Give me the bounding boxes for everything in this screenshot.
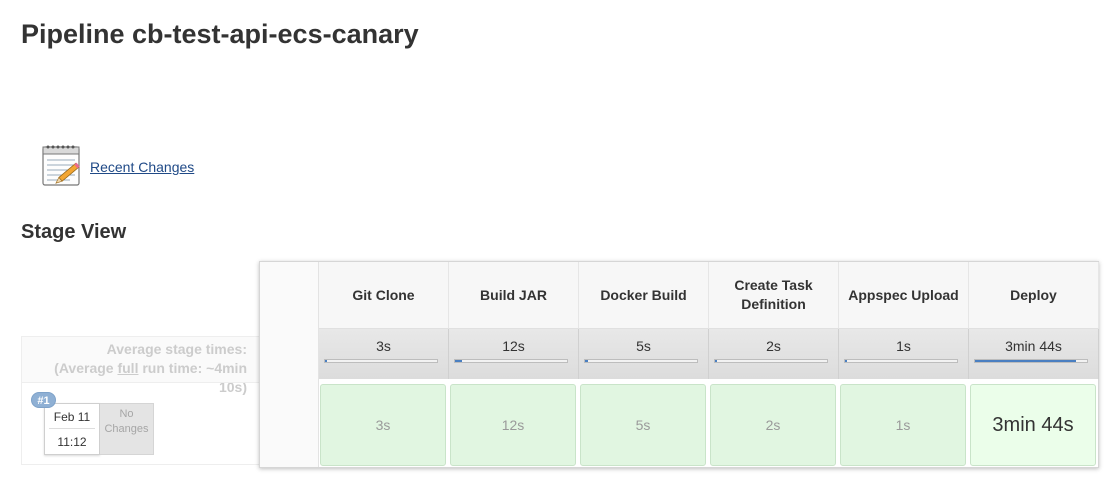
- stage-average: 1s: [839, 329, 969, 379]
- stage-average: 3s: [319, 329, 449, 379]
- stage-header: Git Clone: [319, 262, 449, 329]
- stage-column: Deploy 3min 44s 3min 44s: [969, 262, 1099, 467]
- build-date-card[interactable]: Feb 11 11:12: [44, 403, 100, 455]
- recent-changes[interactable]: Recent Changes: [40, 142, 194, 188]
- stage-progress-fill: [975, 360, 1076, 362]
- stage-average: 5s: [579, 329, 709, 379]
- stage-progress-fill: [455, 360, 462, 362]
- stage-result-cell[interactable]: 5s: [580, 384, 706, 466]
- no-changes-line1: No: [119, 408, 134, 420]
- page-title: Pipeline cb-test-api-ecs-canary: [21, 19, 419, 49]
- stage-column: Build JAR 12s 12s: [449, 262, 579, 467]
- stage-header: Docker Build: [579, 262, 709, 329]
- stage-progress-bar: [714, 359, 828, 363]
- divider: [22, 382, 262, 383]
- average-label-suffix: run time: ~4min: [138, 360, 247, 376]
- stage-progress-fill: [585, 360, 588, 362]
- stage-result-cell[interactable]: 12s: [450, 384, 576, 466]
- stage-result-cell[interactable]: 3min 44s: [970, 384, 1096, 466]
- average-label-full: full: [117, 360, 139, 376]
- stage-progress-bar: [454, 359, 568, 363]
- stage-progress-bar: [584, 359, 698, 363]
- stage-progress-bar: [974, 359, 1088, 363]
- stage-average-time: 2s: [766, 338, 781, 354]
- recent-changes-link[interactable]: Recent Changes: [90, 159, 195, 175]
- stage-average: 2s: [709, 329, 839, 379]
- average-times-header: Average stage times: (Average full run t…: [22, 337, 262, 395]
- average-label-prefix: (Average: [54, 360, 118, 376]
- stage-average: 12s: [449, 329, 579, 379]
- stage-progress-fill: [715, 360, 718, 362]
- stage-progress-bar: [324, 359, 438, 363]
- stage-table-spacer: [260, 262, 319, 467]
- divider: [49, 428, 95, 429]
- stage-average: 3min 44s: [969, 329, 1099, 379]
- stage-progress-bar: [844, 359, 958, 363]
- average-label-line1: Average stage times:: [106, 341, 247, 357]
- stage-column: Appspec Upload 1s 1s: [839, 262, 969, 467]
- notepad-icon[interactable]: [40, 142, 84, 188]
- stage-result-cell[interactable]: 2s: [710, 384, 836, 466]
- stage-result-cell[interactable]: 1s: [840, 384, 966, 466]
- stage-average-time: 5s: [636, 338, 651, 354]
- average-stage-times-label: Average stage times: (Average full run t…: [27, 340, 247, 397]
- build-date: Feb 11: [53, 410, 91, 424]
- build-number-badge[interactable]: #1: [31, 392, 56, 408]
- stage-progress-fill: [845, 360, 848, 362]
- stage-header: Create Task Definition: [709, 262, 839, 329]
- no-changes-badge: No Changes: [100, 403, 154, 455]
- build-time: 11:12: [57, 435, 87, 449]
- stage-progress-fill: [325, 360, 328, 362]
- stage-average-time: 12s: [502, 338, 525, 354]
- no-changes-line2: Changes: [104, 423, 149, 435]
- stage-column: Docker Build 5s 5s: [579, 262, 709, 467]
- stage-average-time: 1s: [896, 338, 911, 354]
- stage-average-time: 3s: [376, 338, 391, 354]
- average-label-line3: 10s): [218, 379, 247, 395]
- stage-header: Appspec Upload: [839, 262, 969, 329]
- stage-view-table: Git Clone 3s 3s Build JAR 12s 12s Docker Build…: [259, 261, 1099, 468]
- stage-column: Git Clone 3s 3s: [319, 262, 449, 467]
- stage-summary-panel: Average stage times: (Average full run t…: [21, 336, 262, 465]
- stage-result-cell[interactable]: 3s: [320, 384, 446, 466]
- stage-header: Build JAR: [449, 262, 579, 329]
- stage-view-title: Stage View: [21, 221, 127, 243]
- stage-header: Deploy: [969, 262, 1099, 329]
- stage-column: Create Task Definition 2s 2s: [709, 262, 839, 467]
- stage-average-time: 3min 44s: [1005, 338, 1062, 354]
